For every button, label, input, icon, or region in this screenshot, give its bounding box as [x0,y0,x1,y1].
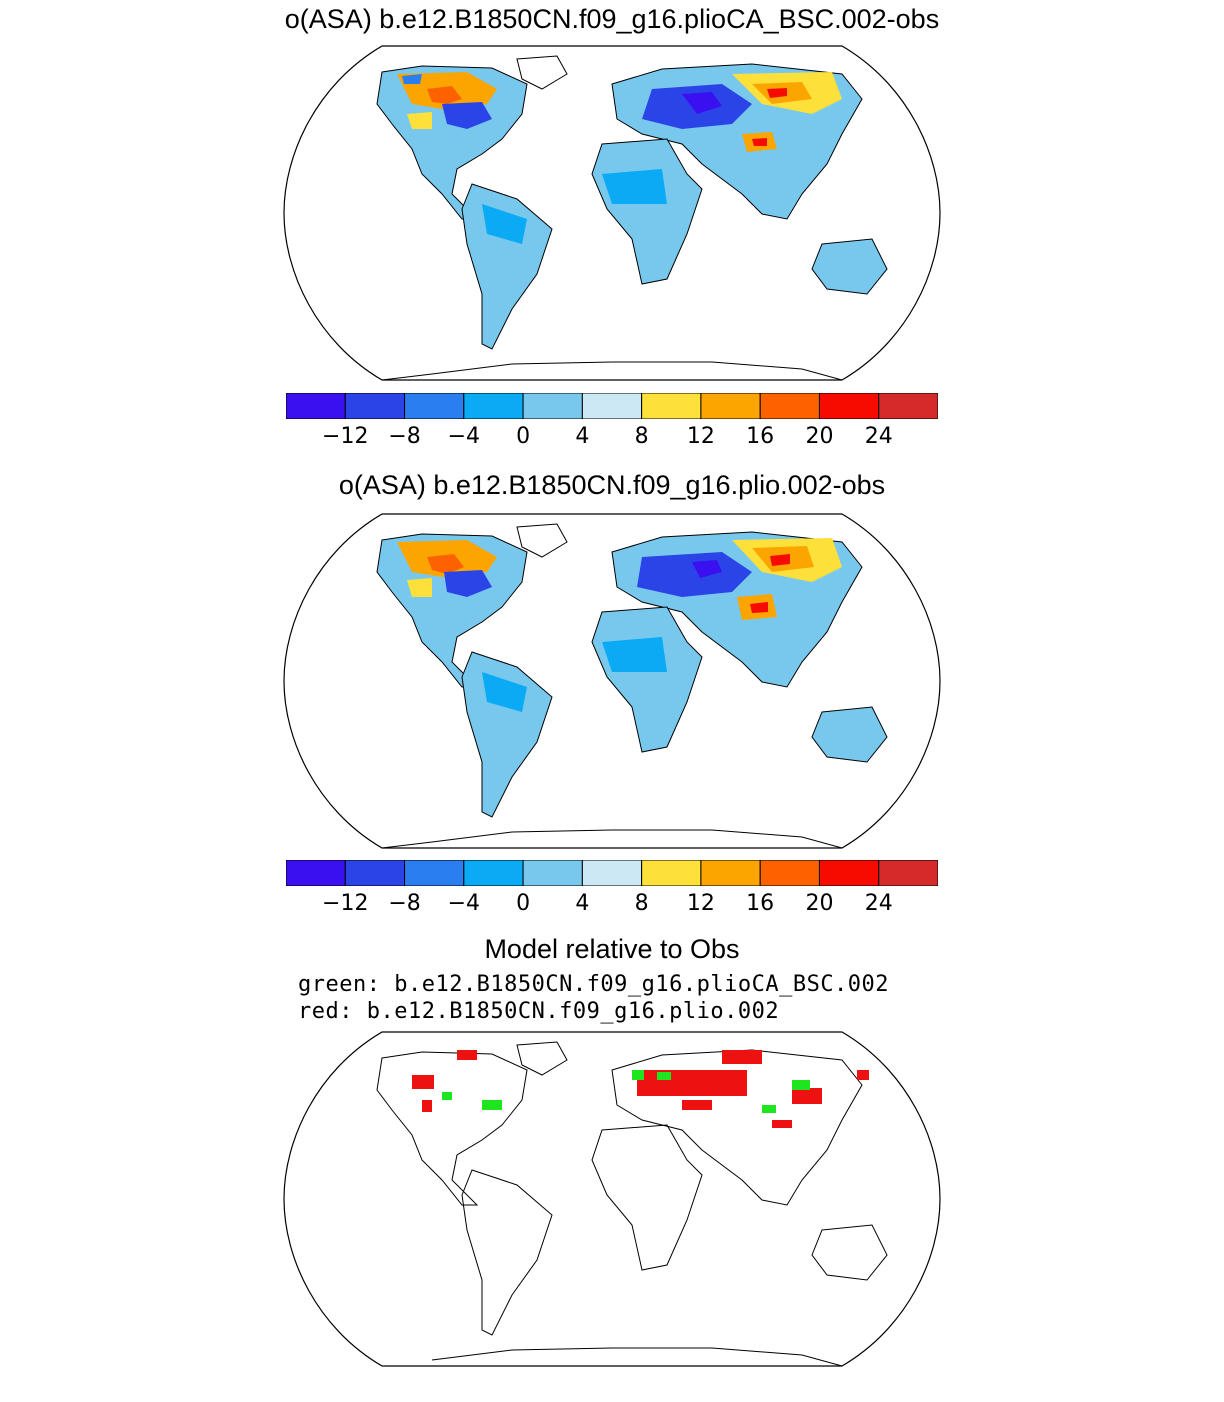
africa-coast [591,1124,703,1271]
antarctica-coast [431,1347,843,1366]
colorbar-panel-2 [286,860,938,886]
map-frame [283,45,941,381]
colorbar-tick-label: −12 [322,424,369,449]
map-panel-3 [283,1031,941,1367]
colorbar-tick-label: 20 [805,891,834,916]
colorbar-tick-label: 8 [634,424,649,449]
colorbar-swatch [641,860,702,886]
australia-land [811,706,888,763]
australia-coast [811,1224,888,1281]
legend-red-text: red: b.e12.B1850CN.f09_g16.plio.002 [298,999,780,1024]
colorbar-swatch [759,393,820,419]
colorbar-swatch [522,860,583,886]
colorbar-swatch [759,860,820,886]
colorbar-swatch [344,860,406,886]
colorbar-tick-label: −4 [447,891,481,916]
colorbar-tick-label: 12 [686,891,715,916]
colorbar-tick-label: 0 [516,891,531,916]
greenland-land [516,523,568,558]
panel-2-title: o(ASA) b.e12.B1850CN.f09_g16.plio.002-ob… [338,470,886,500]
colorbar-tick-label: 12 [686,424,715,449]
colorbar-swatch [463,393,524,419]
colorbar-swatch [286,393,346,419]
colorbar-tick-label: 24 [864,424,893,449]
colorbar-swatch [700,860,761,886]
colorbar-swatch [878,393,938,419]
colorbar-swatch [818,860,880,886]
colorbar-tick-label: 0 [516,424,531,449]
colorbar-swatch [463,860,524,886]
colorbar-labels-panel-1: −12 −8 −4 0 4 8 12 16 20 24 [286,424,938,454]
map-panel-2 [283,513,941,849]
colorbar-panel-1 [286,393,938,419]
panel-3-title: Model relative to Obs [484,934,740,964]
red-significance-marks [412,1050,869,1128]
map-panel-1 [283,45,941,381]
colorbar-tick-label: −4 [447,424,481,449]
map-frame [283,513,941,849]
colorbar-swatch [878,860,938,886]
colorbar-tick-label: 16 [746,424,775,449]
colorbar-swatch [581,393,643,419]
colorbar-tick-label: −12 [322,891,369,916]
south-america-coast [461,1169,553,1336]
south-america-land [461,651,553,818]
north-america-coast [376,1051,528,1206]
colorbar-labels-panel-2: −12 −8 −4 0 4 8 12 16 20 24 [286,891,938,921]
australia-land [811,238,888,295]
colorbar-tick-label: 24 [864,891,893,916]
antarctica-coast [381,361,843,380]
colorbar-swatch [522,393,583,419]
colorbar-tick-label: −8 [388,891,421,916]
panel-1-title: o(ASA) b.e12.B1850CN.f09_g16.plioCA_BSC.… [284,4,940,34]
south-america-land [461,183,553,350]
colorbar-swatch [286,860,346,886]
colorbar-swatch [818,393,880,419]
colorbar-swatch [581,860,643,886]
legend-green-text: green: b.e12.B1850CN.f09_g16.plioCA_BSC.… [298,972,890,997]
colorbar-tick-label: 8 [634,891,649,916]
colorbar-swatch [344,393,406,419]
colorbar-swatch [700,393,761,419]
greenland-land [516,55,568,90]
antarctica-coast [381,829,843,848]
africa-land [591,138,703,285]
colorbar-tick-label: 16 [746,891,775,916]
colorbar-swatch [641,393,702,419]
colorbar-swatch [404,860,465,886]
colorbar-tick-label: 4 [575,891,590,916]
colorbar-tick-label: 4 [575,424,590,449]
greenland-coast [516,1041,568,1076]
colorbar-tick-label: −8 [388,424,421,449]
africa-land [591,606,703,753]
green-significance-marks [442,1070,810,1113]
colorbar-tick-label: 20 [805,424,834,449]
map-frame [283,1031,941,1367]
colorbar-swatch [404,393,465,419]
